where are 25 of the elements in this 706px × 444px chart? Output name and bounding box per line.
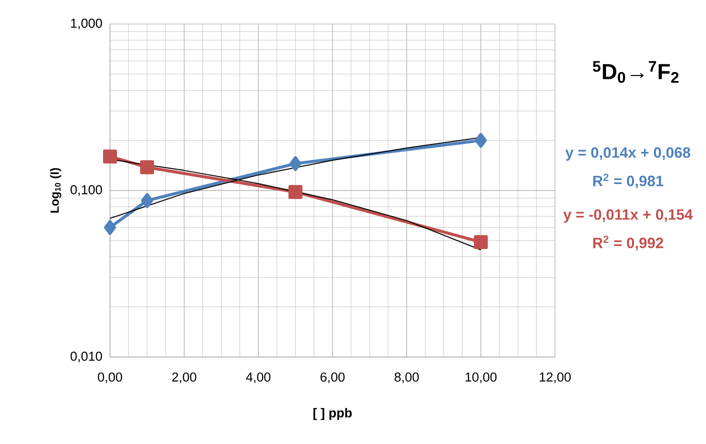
point — [104, 220, 116, 235]
y-tick-label: 0,100 — [70, 185, 102, 196]
x-tick-label: 10,00 — [466, 372, 497, 384]
y-tick-label: 0,010 — [70, 352, 102, 362]
text: y = -0,011x + 0,154 — [563, 209, 693, 223]
x-tick-label: 2,00 — [172, 372, 196, 384]
text: R$^{2}$ = 0,981 — [593, 174, 664, 188]
x-tick-label: 6,00 — [320, 372, 345, 384]
text: $^{5}$D$_{0}$→$^{7}$F$_{2}$ — [592, 61, 679, 83]
point — [103, 150, 117, 164]
text: y = 0,014x + 0,068 — [565, 147, 690, 161]
point — [474, 132, 487, 148]
x-tick-label: 12,00 — [540, 372, 571, 384]
x-tick-label: 4,00 — [246, 372, 270, 384]
y-axis-title: Log$_{10}$ (I) — [50, 168, 62, 213]
point — [474, 235, 488, 250]
point — [288, 184, 302, 199]
y-tick-label: 1,000 — [71, 18, 102, 30]
point — [141, 193, 154, 208]
point — [140, 160, 154, 174]
x-axis-title: [ ] ppb — [313, 408, 352, 420]
x-tick-label: 8,00 — [394, 372, 419, 384]
point — [289, 156, 302, 172]
x-tick-label: 0,00 — [98, 372, 122, 384]
text: R$^{2}$ = 0,992 — [593, 236, 664, 250]
